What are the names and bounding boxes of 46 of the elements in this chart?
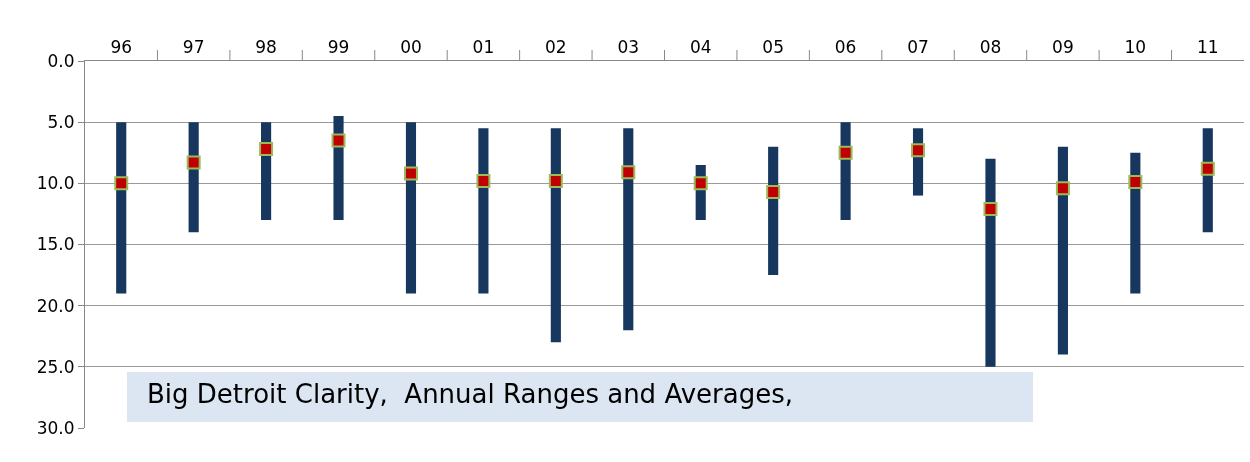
point: [766, 184, 781, 199]
x-tick-label: 09: [1052, 37, 1074, 58]
bar: [405, 122, 417, 294]
point: [1055, 181, 1070, 196]
x-tick-label: 98: [255, 37, 277, 58]
point: [476, 173, 491, 188]
y-tick-label: 10.0: [36, 173, 75, 194]
x-tick-label: 97: [182, 37, 205, 58]
point: [114, 176, 129, 191]
bar: [623, 128, 634, 331]
y-tick-label: 0.0: [47, 50, 75, 71]
x-tick-label: 96: [110, 37, 133, 58]
x-tick-label: 01: [472, 37, 495, 58]
y-tick-label: 20.0: [36, 295, 75, 316]
point: [911, 143, 926, 158]
x-tick-label: 07: [907, 37, 929, 58]
point: [548, 173, 563, 188]
x-tick-label: 00: [400, 37, 422, 58]
x-tick-label: 04: [689, 37, 712, 58]
bar: [116, 122, 127, 294]
bar: [478, 128, 489, 294]
x-tick-label: 05: [762, 37, 784, 58]
x-tick-label: 03: [617, 37, 640, 58]
x-tick-label: 10: [1124, 37, 1147, 58]
x-tick-label: 08: [979, 37, 1002, 58]
x-tick-label: 02: [545, 37, 567, 58]
point: [983, 202, 998, 217]
point: [838, 145, 853, 160]
point: [259, 142, 274, 157]
bar: [550, 128, 561, 343]
bar: [985, 158, 996, 367]
point: [186, 155, 201, 170]
y-tick-label: 30.0: [36, 417, 75, 438]
y-tick-label: 15.0: [36, 234, 75, 255]
point: [693, 176, 708, 191]
y-tick-label: 5.0: [47, 112, 75, 133]
y-tick-label: 25.0: [36, 356, 75, 377]
caption-box: Big Detroit Clarity, Annual Ranges and Averages,: [127, 372, 1033, 422]
bar: [1057, 146, 1068, 355]
point: [403, 166, 418, 181]
point: [1128, 175, 1143, 190]
x-tick-label: 11: [1196, 37, 1219, 58]
point: [1200, 161, 1215, 176]
x-tick-label: 99: [327, 37, 350, 58]
x-tick-label: 06: [834, 37, 857, 58]
point: [621, 165, 636, 180]
